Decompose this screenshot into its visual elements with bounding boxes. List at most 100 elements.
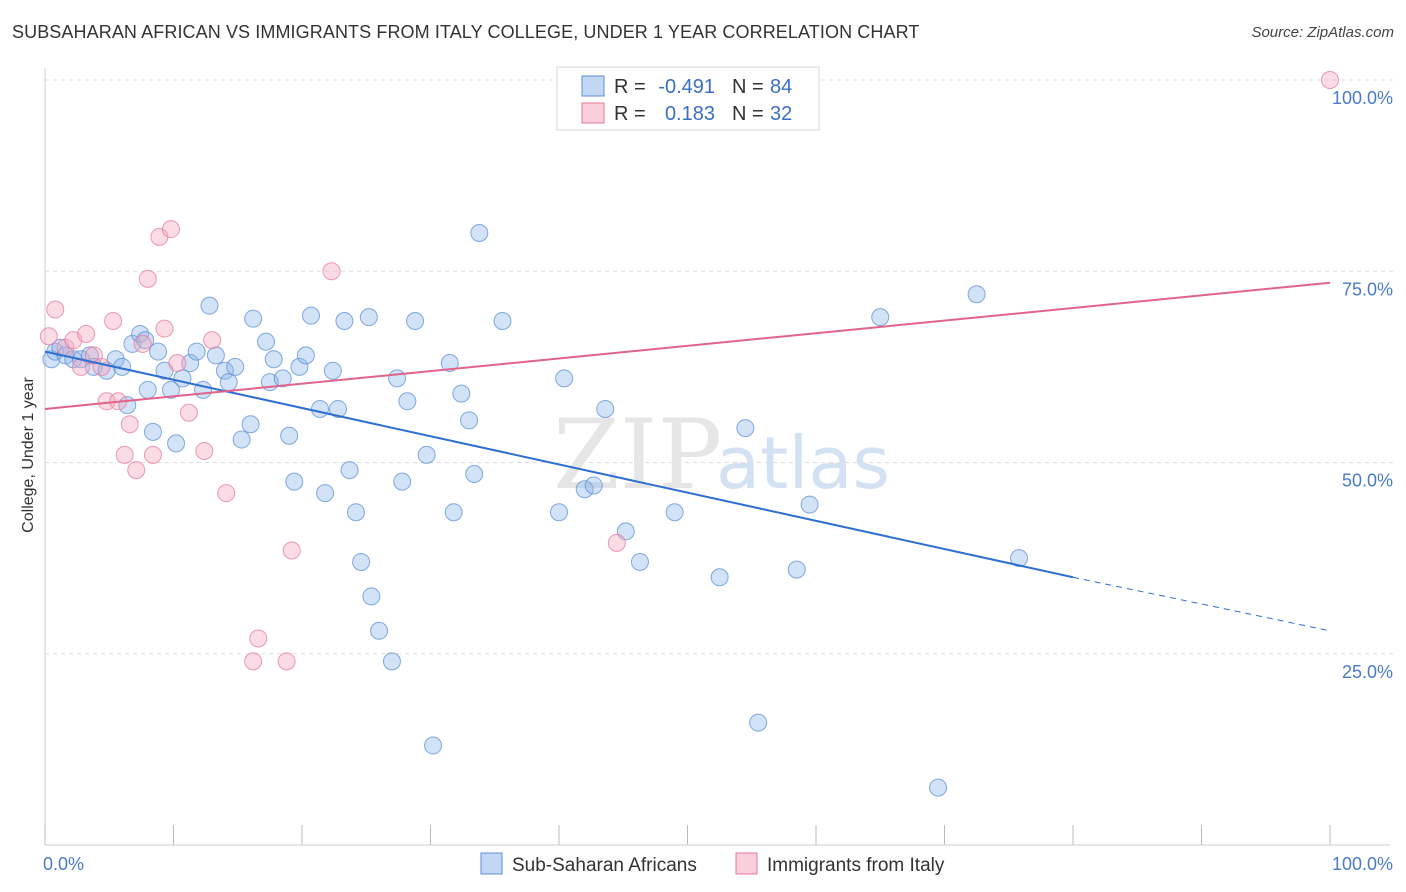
data-point [241,415,260,434]
data-point [280,426,299,445]
data-point [273,369,292,388]
data-point [155,319,174,338]
data-point [550,503,568,522]
data-point [215,361,234,380]
data-point [310,399,329,418]
data-point [452,384,471,403]
data-point [929,778,948,797]
data-point [206,346,225,365]
y-axis-label: College, Under 1 year [20,377,37,533]
legend-swatch-blue [581,75,605,97]
chart-title: SUBSAHARAN AFRICAN VS IMMIGRANTS FROM IT… [12,22,920,42]
data-point [179,403,198,422]
data-point [161,380,180,399]
legend-n-label: N = [732,76,764,98]
data-point [323,361,342,380]
data-point [607,533,626,552]
axes [44,68,1390,846]
data-point [104,311,123,330]
legend-r-value: 0.183 [665,103,715,125]
series-sub-saharan-points [42,224,1029,797]
data-point [138,380,157,399]
legend-n-value: 84 [770,76,792,98]
data-point [249,629,268,648]
data-point [285,472,304,491]
data-point [359,308,378,327]
data-point [352,552,371,571]
data-point [143,422,162,441]
data-points [39,71,1339,797]
data-point [398,392,417,411]
x-tick-label: 0.0% [43,854,84,874]
data-point [465,464,484,483]
watermark-zip: ZIP [553,399,722,511]
data-point [168,354,187,373]
grid-lines [45,79,1395,655]
data-point [800,495,819,514]
legend-r-label: R = [614,103,646,125]
trend-line-italy [44,281,1331,410]
data-point [71,357,90,376]
y-tick-label: 100.0% [1332,88,1393,108]
data-point [406,311,425,330]
data-point [133,334,152,353]
watermark-atlas: atlas [716,421,890,505]
data-point [115,445,134,464]
data-point [340,461,359,480]
watermark: ZIP atlas [553,399,890,511]
data-point [194,380,213,399]
data-point [787,560,806,579]
data-point [871,308,890,327]
data-point [77,324,96,343]
series-swatch-blue [480,852,503,875]
data-point [264,350,283,369]
data-point [219,373,238,392]
trend-line-sub-saharan-extension [1072,576,1331,632]
data-point [149,342,168,361]
source-credit: Source: ZipAtlas.com [1251,24,1394,41]
data-point [393,472,412,491]
data-point [749,713,768,732]
y-tick-label: 25.0% [1342,662,1393,682]
x-tick-labels: 0.0% 100.0% [43,854,1393,874]
data-point [301,306,320,325]
data-point [388,369,407,388]
data-point [1321,71,1339,89]
data-point [257,332,276,351]
y-tick-label: 75.0% [1342,279,1393,299]
data-point [181,354,200,373]
data-point [328,399,347,418]
data-point [460,411,479,430]
data-point [596,399,615,418]
data-point [244,309,263,328]
data-point [200,296,219,315]
data-point [203,331,222,350]
data-point [630,552,649,571]
data-point [244,652,263,671]
series-label: Immigrants from Italy [767,855,945,876]
data-point [195,442,214,461]
data-point [226,357,245,376]
data-point [370,621,389,640]
data-point [967,285,986,304]
x-tick-label: 100.0% [1332,854,1393,874]
data-point [277,652,296,671]
data-point [322,262,341,281]
data-point [173,369,192,388]
stats-legend: R = -0.491 N = 84 R = 0.183 N = 32 [556,66,820,131]
data-point [282,541,301,560]
legend-r-value: -0.491 [658,76,715,98]
data-point [444,503,463,522]
legend-r-label: R = [614,76,646,98]
series-label: Sub-Saharan Africans [512,855,697,876]
data-point [316,484,335,503]
data-point [362,587,381,606]
data-point [39,327,58,346]
data-point [290,357,309,376]
data-point [1010,549,1029,568]
y-tick-labels: 25.0% 50.0% 75.0% 100.0% [1332,88,1393,682]
data-point [138,269,157,288]
data-point [665,503,684,522]
series-italy-points [39,71,1339,671]
trend-lines [44,281,1331,632]
